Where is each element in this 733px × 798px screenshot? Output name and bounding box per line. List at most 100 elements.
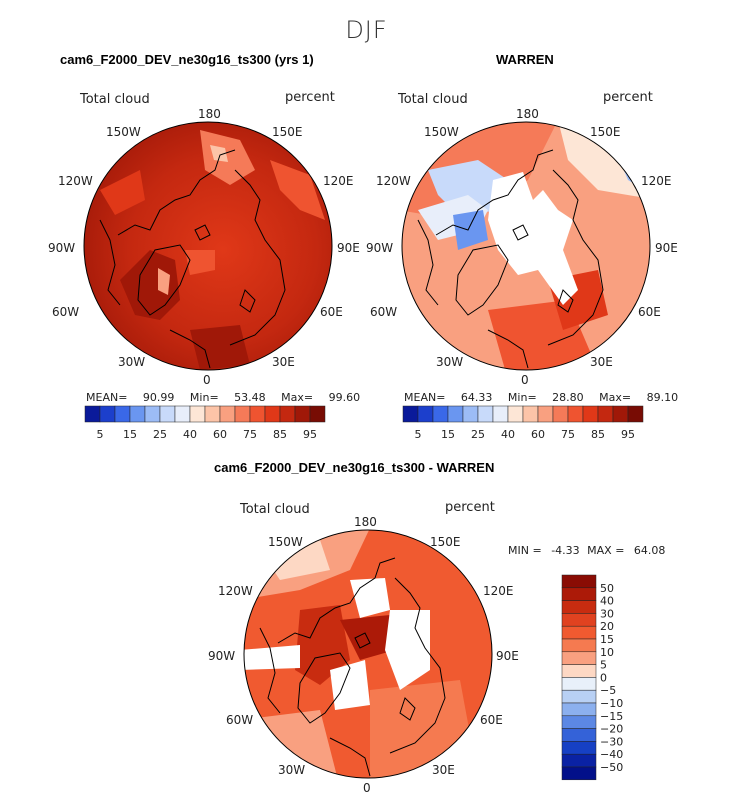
panel2-units-label: percent: [603, 90, 653, 105]
panel1-colorbar-label-6: 85: [273, 428, 287, 441]
panel2-colorbar-box-6: [492, 405, 509, 423]
panel2-colorbar-box-9: [537, 405, 554, 423]
panel1-field-greenland-light: [158, 268, 170, 295]
panel3-colorbar-label-6: 5: [600, 659, 607, 672]
panel1-lon-90e: 90E: [337, 241, 360, 255]
panel1-lon-60e: 60E: [320, 305, 343, 319]
panel3-field-arctic-dark: [295, 605, 350, 685]
panel2-coastlines: [417, 149, 604, 369]
panel2-colorbar-label-1: 15: [441, 428, 455, 441]
panel3-colorbar-box-2: [561, 600, 597, 614]
panel1-colorbar-box-11: [249, 405, 266, 423]
panel3-lon-120w: 120W: [218, 584, 253, 598]
panel1-min-label: Min=: [189, 391, 219, 404]
panel2-max-label: Max=: [599, 391, 632, 404]
panel2-lon-90w: 90W: [366, 241, 393, 255]
panel2-colorbar-label-2: 25: [471, 428, 485, 441]
panel3-lon-150e: 150E: [430, 535, 461, 549]
panel2-mean-value: 64.33: [460, 391, 493, 404]
panel1-field-canada-patch: [100, 170, 145, 215]
panel1-colorbar-box-9: [219, 405, 236, 423]
panel1-colorbar-box-13: [279, 405, 296, 423]
panel2-variable-label: Total cloud: [398, 92, 468, 107]
panel1-colorbar-label-7: 95: [303, 428, 317, 441]
panel2-colorbar-box-8: [522, 405, 539, 423]
panel2-stats: MEAN= 64.33 Min= 28.80 Max= 89.10: [404, 391, 678, 404]
panel3-lon-labels: 180 150E 120E 90E 60E 30E 0 30W 60W 90W …: [208, 515, 519, 795]
panel3-field-missing-left: [244, 645, 300, 670]
panel1-colorbar-box-2: [114, 405, 131, 423]
panel1-mean-value: 90.99: [142, 391, 175, 404]
panel1-min-value: 53.48: [234, 391, 266, 404]
panel2-colorbar: 5 15 25 40 60 75 85 95: [402, 405, 644, 441]
panel1-colorbar-box-5: [159, 405, 176, 423]
panel2-lon-60e: 60E: [638, 305, 661, 319]
panel3-colorbar-label-2: 30: [600, 607, 614, 620]
panel2-colorbar-label-5: 75: [561, 428, 575, 441]
panel2-lon-120w: 120W: [376, 174, 411, 188]
panel3-lon-180: 180: [354, 515, 377, 529]
panel1-lon-150e: 150E: [272, 125, 303, 139]
panel3-colorbar-box-4: [561, 625, 597, 640]
panel1-lon-120w: 120W: [58, 174, 93, 188]
panel3-max-label: MAX =: [587, 544, 625, 557]
panel3-colorbar-box-12: [561, 728, 597, 742]
panel1-colorbar: 5 15 25 40 60 75 85 95: [84, 405, 326, 441]
panel3-min-value: -4.33: [551, 544, 580, 557]
panel3-field-missing-bottom: [330, 660, 370, 710]
panel1-colorbar-box-10: [234, 405, 251, 423]
panel2-colorbar-label-7: 95: [621, 428, 635, 441]
panel3-lon-120e: 120E: [483, 584, 514, 598]
panel1-field-greenland-dark: [120, 250, 180, 320]
panel1-field-atlantic-dark: [190, 325, 250, 370]
panel2-colorbar-label-4: 60: [531, 428, 545, 441]
panel1-colorbar-box-6: [174, 405, 191, 423]
panel2-colorbar-box-12: [582, 405, 599, 423]
panel1-variable-label: Total cloud: [80, 92, 150, 107]
panel3-colorbar-box-5: [561, 638, 597, 653]
panel3-colorbar-label-10: −15: [600, 710, 623, 723]
panel3-colorbar-box-7: [561, 664, 597, 678]
panel1-max-label: Max=: [281, 391, 314, 404]
panel3-field-missing-right: [385, 610, 430, 690]
panel3-colorbar-label-7: 0: [600, 671, 607, 684]
panel2-colorbar-box-14: [612, 405, 629, 423]
panel1-colorbar-label-1: 15: [123, 428, 137, 441]
panel3-coastlines: [259, 557, 446, 777]
panel1-lon-0: 0: [203, 373, 211, 387]
panel2-colorbar-label-0: 5: [415, 428, 422, 441]
panel1-colorbar-label-2: 25: [153, 428, 167, 441]
panel2-colorbar-box-10: [552, 405, 569, 423]
panel3-max-value: 64.08: [633, 544, 666, 557]
panel1-title: cam6_F2000_DEV_ne30g16_ts300 (yrs 1): [60, 52, 314, 67]
panel1-units-label: percent: [285, 90, 335, 105]
panel3-colorbar-box-13: [561, 741, 597, 755]
panel1-field-pole-patch: [185, 250, 215, 275]
panel1-colorbar-label-4: 60: [213, 428, 227, 441]
figure-suptitle: DJF: [345, 16, 388, 44]
panel2-colorbar-box-1: [417, 405, 434, 423]
panel1-lon-60w: 60W: [52, 305, 79, 319]
panel3-colorbar-label-5: 10: [600, 646, 614, 659]
panel3-colorbar-box-0: [561, 574, 597, 589]
panel1-colorbar-box-7: [189, 405, 206, 423]
panel3-colorbar-box-8: [561, 677, 597, 691]
panel3-lon-30e: 30E: [432, 763, 455, 777]
panel3-colorbar-box-11: [561, 715, 597, 729]
panel3-min-label: MIN =: [508, 544, 542, 557]
panel3-stats: MIN = -4.33 MAX = 64.08: [508, 544, 665, 557]
panel2-lon-labels: 180 150E 120E 90E 60E 30E 0 30W 60W 90W …: [366, 107, 678, 387]
panel2-lon-30e: 30E: [590, 355, 613, 369]
panel2-colorbar-box-4: [462, 405, 479, 423]
panel1-field-siberia-lighter: [210, 145, 228, 162]
panel3-colorbar-box-3: [561, 613, 597, 627]
panel1-lon-labels: 180 150E 120E 90E 60E 30E 0 30W 60W 90W …: [48, 107, 360, 387]
panel1-colorbar-box-14: [294, 405, 311, 423]
panel2-lon-150e: 150E: [590, 125, 621, 139]
panel3-colorbar-label-8: −5: [600, 684, 616, 697]
panel1-colorbar-box-12: [264, 405, 281, 423]
panel1-coastlines: [99, 149, 286, 369]
panel2-colorbar-box-11: [567, 405, 584, 423]
panel2-colorbar-box-7: [507, 405, 524, 423]
